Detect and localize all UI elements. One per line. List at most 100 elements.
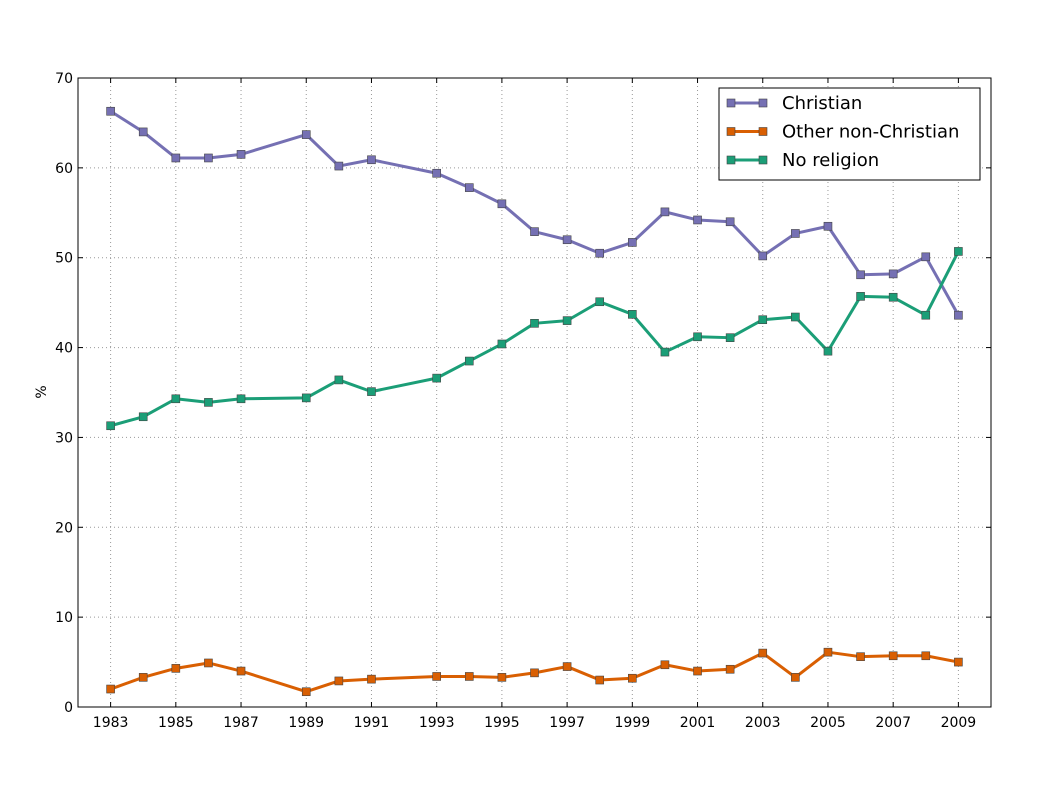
data-point xyxy=(888,269,898,279)
data-point xyxy=(236,666,246,676)
data-point xyxy=(791,229,800,238)
legend-marker xyxy=(726,127,736,136)
data-point xyxy=(595,675,605,685)
data-point xyxy=(367,674,376,684)
data-point xyxy=(367,387,376,396)
data-point xyxy=(856,270,865,280)
legend-marker xyxy=(758,98,768,108)
data-point xyxy=(660,207,670,217)
data-point xyxy=(628,310,637,319)
series-other-non-christian xyxy=(106,647,963,697)
data-point xyxy=(432,373,441,383)
data-point xyxy=(888,651,898,661)
data-point xyxy=(334,676,344,686)
x-tick-label: 1985 xyxy=(158,715,194,731)
data-point xyxy=(954,247,963,256)
data-point xyxy=(791,673,800,682)
data-point xyxy=(693,332,702,342)
data-point xyxy=(888,292,898,302)
y-tick-label: 60 xyxy=(55,161,73,177)
y-tick-label: 10 xyxy=(55,610,73,626)
data-point xyxy=(204,398,213,407)
data-point xyxy=(236,150,246,159)
data-point xyxy=(464,672,474,681)
data-point xyxy=(497,339,507,349)
legend-marker xyxy=(726,155,736,165)
data-point xyxy=(106,106,115,116)
data-point xyxy=(758,251,768,261)
y-tick-label: 50 xyxy=(55,251,73,267)
data-point xyxy=(954,657,963,667)
data-point xyxy=(530,668,539,678)
data-point xyxy=(497,673,507,682)
data-point xyxy=(432,168,441,178)
data-point xyxy=(301,393,311,403)
data-point xyxy=(562,662,572,671)
legend-label: No religion xyxy=(782,150,879,171)
data-point xyxy=(432,672,441,681)
data-point xyxy=(301,687,311,697)
data-point xyxy=(236,394,246,404)
data-point xyxy=(171,153,181,163)
data-point xyxy=(106,684,115,694)
x-tick-label: 2003 xyxy=(745,715,781,731)
data-point xyxy=(921,310,931,320)
legend-marker xyxy=(758,155,768,165)
data-point xyxy=(856,652,865,661)
x-tick-label: 1983 xyxy=(93,715,129,731)
data-point xyxy=(660,347,670,357)
data-point xyxy=(334,375,344,385)
data-point xyxy=(530,319,539,328)
data-point xyxy=(921,651,931,661)
data-point xyxy=(791,312,800,322)
x-tick-label: 1989 xyxy=(288,715,324,731)
x-tick-label: 1987 xyxy=(223,715,259,731)
data-point xyxy=(595,297,605,307)
data-point xyxy=(204,153,213,163)
y-tick-label: 30 xyxy=(55,430,73,446)
data-point xyxy=(660,660,670,670)
data-point xyxy=(758,315,768,325)
data-point xyxy=(725,333,735,342)
data-point xyxy=(334,161,344,171)
y-tick-label: 20 xyxy=(55,520,73,536)
data-point xyxy=(693,666,702,676)
data-point xyxy=(204,658,213,668)
data-point xyxy=(497,199,507,209)
data-point xyxy=(530,227,539,236)
data-point xyxy=(138,127,148,137)
data-point xyxy=(138,673,148,682)
data-point xyxy=(595,248,605,258)
x-tick-label: 1997 xyxy=(549,715,585,731)
data-point xyxy=(562,235,572,245)
data-point xyxy=(823,647,833,657)
data-point xyxy=(106,421,115,431)
series-christian xyxy=(106,106,963,320)
data-point xyxy=(725,217,735,227)
ticks: 1983 1985 1987 1989 1991 1993 1995 1997 1999 20 0 1… xyxy=(55,71,991,731)
x-tick-label: 2007 xyxy=(875,715,911,731)
y-axis-label: % xyxy=(34,385,50,398)
x-tick-label: 2005 xyxy=(810,715,846,731)
data-point xyxy=(367,155,376,165)
y-tick-label: 0 xyxy=(64,700,73,716)
legend-label: Christian xyxy=(782,93,862,114)
data-point xyxy=(464,183,474,192)
x-tick-label: 1995 xyxy=(484,715,520,731)
data-point xyxy=(823,346,833,356)
x-tick-label: 1999 xyxy=(615,715,651,731)
data-point xyxy=(464,356,474,366)
y-tick-label: 40 xyxy=(55,341,73,357)
data-point xyxy=(171,394,181,404)
data-point xyxy=(921,252,931,262)
legend: Christian Other non-Christian No religion xyxy=(718,87,981,181)
x-tick-label: 1991 xyxy=(354,715,390,731)
data-point xyxy=(562,316,572,325)
data-point xyxy=(725,664,735,674)
x-tick-label: 2009 xyxy=(941,715,977,731)
data-point xyxy=(823,221,833,231)
x-tick-label: 1993 xyxy=(419,715,455,731)
data-point xyxy=(856,292,865,301)
data-point xyxy=(758,648,768,658)
